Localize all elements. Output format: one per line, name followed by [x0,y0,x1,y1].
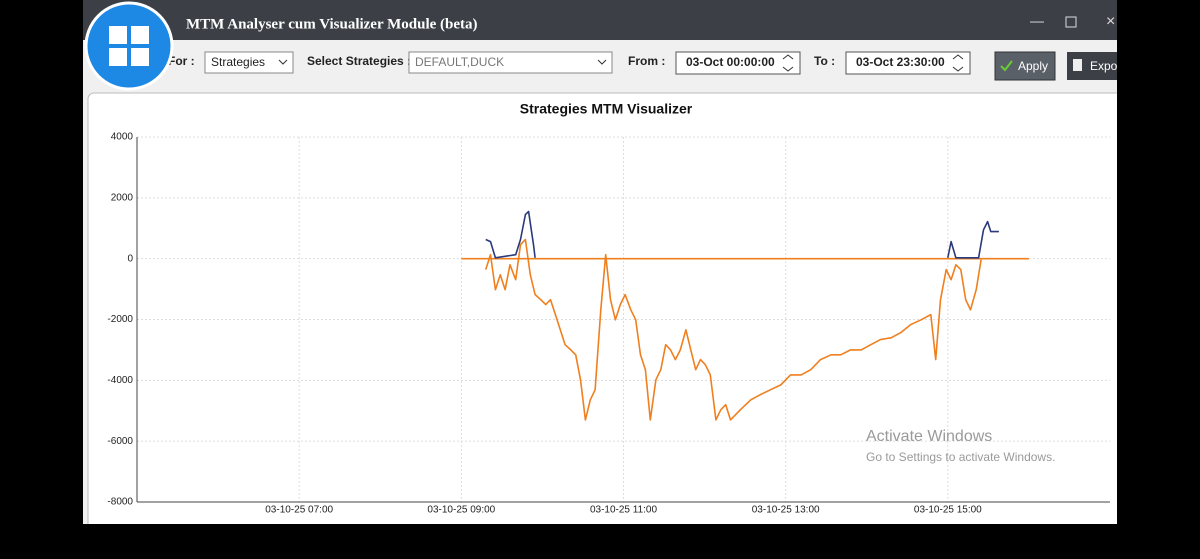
title-bar [83,0,1117,40]
from-picker[interactable] [675,51,801,75]
x-tick-label: 03-10-25 15:00 [914,505,982,516]
left-bar [0,0,83,554]
check-icon [1000,60,1013,72]
y-tick-label: 2000 [111,192,134,203]
y-tick-label: 0 [127,253,133,264]
watermark-text: Go to Settings to activate Windows. [866,450,1055,464]
right-bar [1117,0,1200,554]
x-tick-label: 03-10-25 11:00 [590,505,658,516]
dropdown-arrow [597,59,607,65]
windows-icon [109,26,149,66]
from-label: From : [628,54,665,68]
strategy-select[interactable] [408,51,613,74]
y-tick-label: -6000 [107,436,133,447]
chart-panel [87,92,1129,534]
y-tick-label: -4000 [107,375,133,386]
y-tick-label: 4000 [111,132,134,143]
spinners [782,54,964,72]
for-select[interactable] [204,51,294,74]
bottom-bar [0,524,1200,554]
window-title: MTM Analyser cum Visualizer Module (beta… [186,16,478,32]
dropdown-arrow [278,59,288,65]
for-label: For : [168,54,195,68]
close[interactable]: × [1106,13,1115,30]
x-tick-label: 03-10-25 09:00 [427,505,495,516]
watermark-title: Activate Windows [866,428,992,445]
y-tick-label: -2000 [107,314,133,325]
x-tick-label: 03-10-25 07:00 [265,505,333,516]
minimize[interactable]: — [1030,13,1044,29]
plot: -8000 -6000 -4000 -2000 0 2000 4000 03-10-25 07… [107,132,1110,516]
maximize[interactable] [1065,16,1077,28]
for-value: Strategies [211,55,265,69]
x-tick-label: 03-10-25 13:00 [752,505,820,516]
y-tick-label: -8000 [107,497,133,508]
from-value: 03-Oct 00:00:00 [686,55,775,69]
select-label: Select Strategies : [307,54,411,68]
to-value: 03-Oct 23:30:00 [856,55,945,69]
chart-title: Strategies MTM Visualizer [520,101,693,117]
series-line [485,210,999,259]
apply-button[interactable] [994,51,1056,81]
export-icon [1073,59,1082,71]
to-label: To : [814,54,835,68]
select-value: DEFAULT,DUCK [415,55,504,69]
apply-text: Apply [1018,59,1048,73]
to-picker[interactable] [845,51,971,75]
start-logo[interactable] [84,1,174,91]
export-text: Export [1090,59,1125,73]
series-line [484,238,982,421]
